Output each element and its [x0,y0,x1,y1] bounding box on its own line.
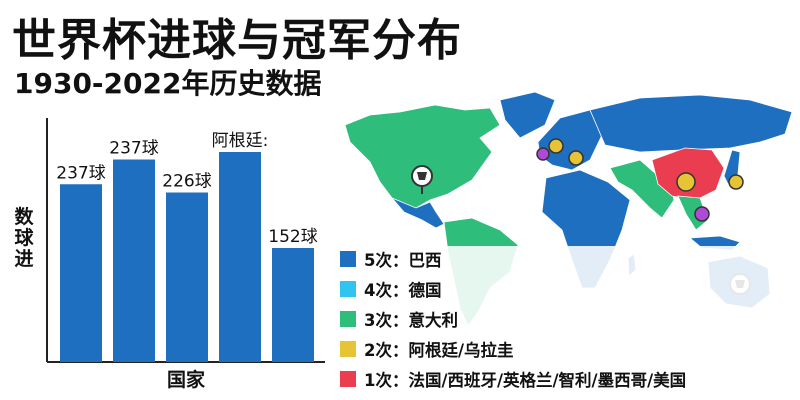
legend-label: 4次：德国 [364,281,442,300]
trophy-icon-europe-3 [536,147,550,161]
greenland-region [499,91,556,139]
south-asia-region [609,159,675,219]
bar-1 [113,159,155,362]
bar-2 [166,192,208,362]
bar-label-1: 237球 [109,139,158,159]
bar-0 [60,184,102,362]
trophy-icon-europe-1 [548,138,564,154]
legend-item-4: 4次：德国 [340,276,790,302]
russia-region [589,94,793,153]
y-axis-title: 数球进 [12,205,34,269]
bar-label-3: 阿根廷: [212,131,269,151]
legend-swatch [340,371,356,387]
trophy-icon-north-america [411,165,433,194]
chart-title: 世界杯进球与冠军分布 [12,15,462,66]
bar-label-4: 152球 [268,227,317,247]
legend-item-5: 5次：巴西 [340,246,790,272]
bar-4 [272,248,314,362]
bar-label-2: 226球 [162,172,211,192]
legend-swatch [340,251,356,267]
world-map [344,91,793,327]
trophy-icon-china [676,172,696,192]
legend-swatch [340,341,356,357]
legend-label: 2次：阿根廷/乌拉圭 [364,341,514,360]
legend-swatch [340,311,356,327]
legend-item-2: 2次：阿根廷/乌拉圭 [340,336,790,362]
trophy-icon-southeast-asia [694,206,710,222]
bar-3 [219,152,261,362]
chart-subtitle: 1930-2022年历史数据 [14,67,322,100]
legend-item-3: 3次：意大利 [340,306,790,332]
bar-label-0: 237球 [56,163,105,183]
legend-item-1: 1次：法国/西班牙/英格兰/智利/墨西哥/美国 [340,366,790,392]
north-america-region [344,104,501,213]
trophy-icon-europe-2 [568,150,584,166]
legend-label: 5次：巴西 [364,251,442,270]
legend-swatch [340,281,356,297]
legend-label: 1次：法国/西班牙/英格兰/智利/墨西哥/美国 [364,371,687,390]
trophy-icon-japan [728,174,744,190]
legend: 5次：巴西 4次：德国 3次：意大利 2次：阿根廷/乌拉圭 1次：法国/西班牙/… [340,246,790,396]
x-axis-title: 国家 [167,368,206,391]
legend-label: 3次：意大利 [364,311,458,330]
